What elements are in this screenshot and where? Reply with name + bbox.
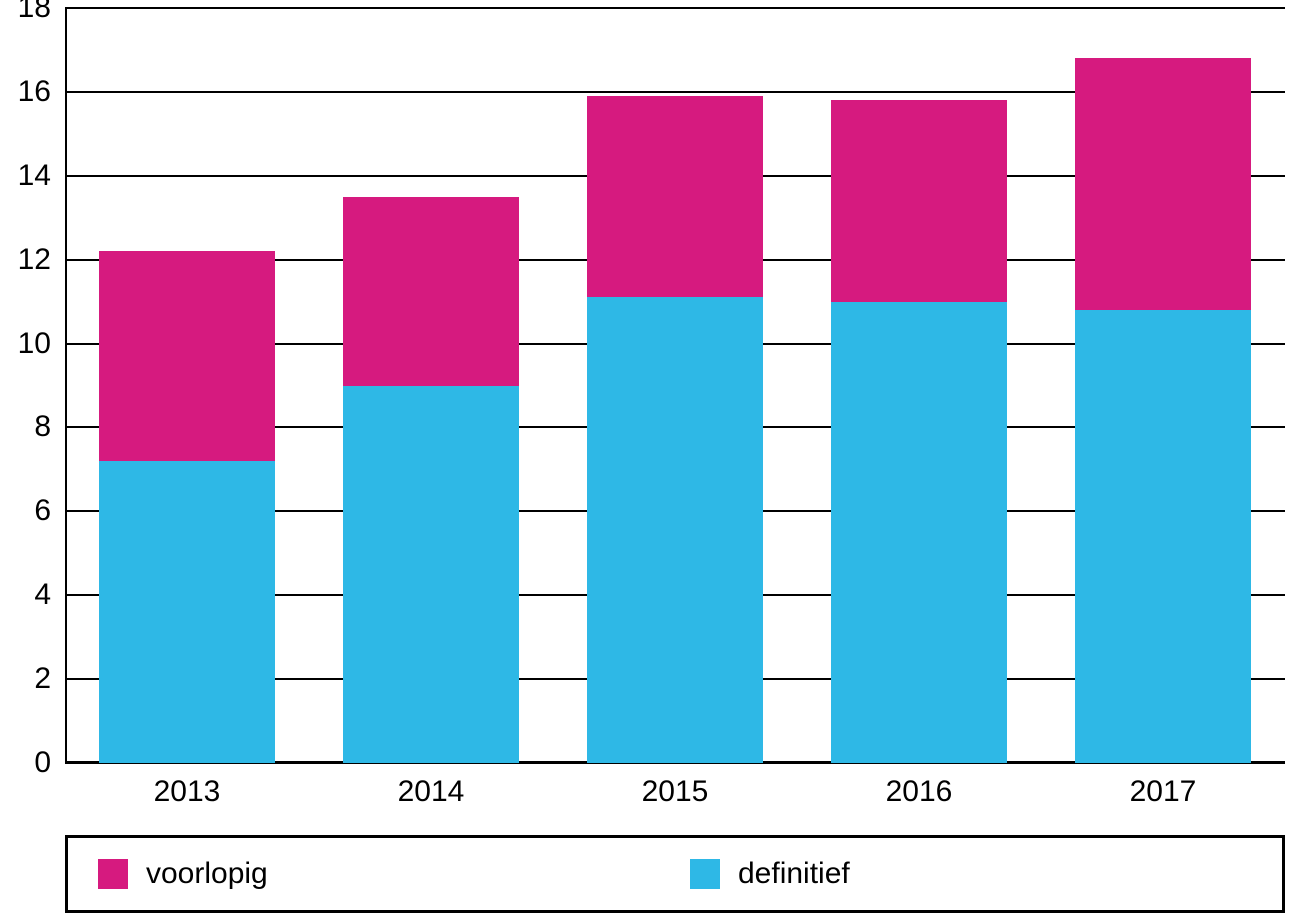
x-tick-label: 2015 [642,775,709,809]
x-tick-label: 2014 [398,775,465,809]
legend-label: definitief [738,857,850,891]
x-tick-label: 2016 [886,775,953,809]
x-tick-label: 2017 [1130,775,1197,809]
bar [1075,58,1251,763]
stacked-bar-chart: 0 2 4 6 8 10 12 14 16 18 2013 2014 2015 2016 2017 voo… [0,0,1300,921]
bar [99,251,275,763]
y-tick-label: 8 [34,410,51,444]
bar-segment-voorlopig [587,96,763,297]
legend-label: voorlopig [146,857,268,891]
bar [587,96,763,763]
plot-area [65,8,1285,763]
legend: voorlopig definitief [65,835,1285,913]
legend-swatch [98,859,128,889]
y-tick-label: 18 [18,0,51,25]
x-tick-label: 2013 [154,775,221,809]
bar-segment-definitief [99,461,275,763]
y-tick-label: 12 [18,243,51,277]
bar-segment-voorlopig [831,100,1007,301]
bars-layer [65,8,1285,763]
legend-item: definitief [690,857,1282,891]
y-tick-label: 16 [18,75,51,109]
legend-swatch [690,859,720,889]
bar-segment-voorlopig [99,251,275,461]
bar-segment-voorlopig [343,197,519,386]
y-tick-label: 0 [34,746,51,780]
bar-segment-definitief [1075,310,1251,763]
bar-segment-definitief [587,297,763,763]
y-tick-label: 4 [34,578,51,612]
bar-segment-definitief [343,386,519,764]
bar-segment-voorlopig [1075,58,1251,310]
bar [831,100,1007,763]
bar-segment-definitief [831,302,1007,763]
bar [343,197,519,763]
legend-item: voorlopig [98,857,690,891]
y-tick-label: 14 [18,159,51,193]
y-tick-label: 2 [34,662,51,696]
y-tick-label: 6 [34,494,51,528]
y-tick-label: 10 [18,327,51,361]
